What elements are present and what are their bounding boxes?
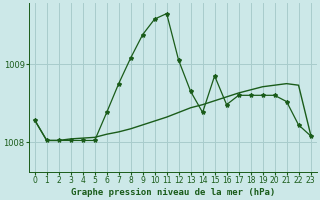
X-axis label: Graphe pression niveau de la mer (hPa): Graphe pression niveau de la mer (hPa) bbox=[70, 188, 275, 197]
